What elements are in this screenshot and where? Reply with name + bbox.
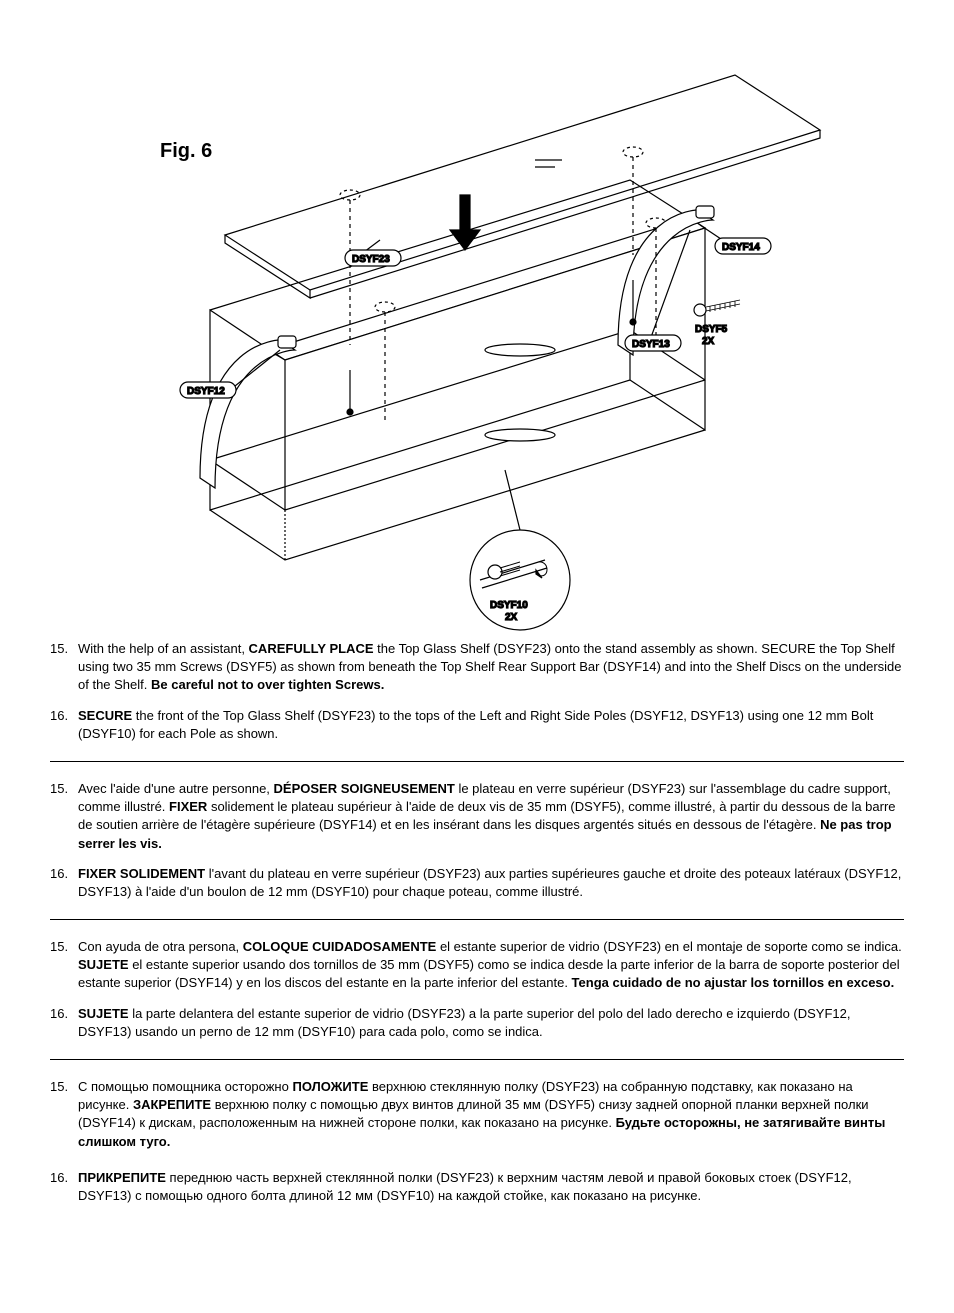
step-15-en: 15. With the help of an assistant, CAREF…: [50, 640, 904, 695]
svg-text:DSYF23: DSYF23: [352, 254, 390, 265]
instructions-en: 15. With the help of an assistant, CAREF…: [50, 640, 904, 743]
divider: [50, 1059, 904, 1060]
svg-text:DSYF12: DSYF12: [187, 386, 225, 397]
step-15-fr: 15. Avec l'aide d'une autre personne, DÉ…: [50, 780, 904, 853]
instructions-fr: 15. Avec l'aide d'une autre personne, DÉ…: [50, 780, 904, 901]
step-16-es: 16. SUJETE la parte delantera del estant…: [50, 1005, 904, 1041]
svg-text:DSYF13: DSYF13: [632, 339, 670, 350]
step-16-fr: 16. FIXER SOLIDEMENT l'avant du plateau …: [50, 865, 904, 901]
assembly-diagram: DSYF10 2X DSYF5 2X DSYF23 DSYF14: [50, 40, 904, 640]
step-15-es: 15. Con ayuda de otra persona, COLOQUE C…: [50, 938, 904, 993]
svg-text:DSYF5: DSYF5: [695, 324, 728, 335]
divider: [50, 761, 904, 762]
instructions-es: 15. Con ayuda de otra persona, COLOQUE C…: [50, 938, 904, 1041]
figure-6: Fig. 6: [50, 40, 904, 640]
svg-text:DSYF14: DSYF14: [722, 242, 760, 253]
svg-text:DSYF10: DSYF10: [490, 600, 528, 611]
svg-text:2X: 2X: [505, 612, 518, 623]
divider: [50, 919, 904, 920]
instructions-ru: 15. С помощью помощника осторожно ПОЛОЖИ…: [50, 1078, 904, 1205]
svg-text:2X: 2X: [702, 336, 715, 347]
step-15-ru: 15. С помощью помощника осторожно ПОЛОЖИ…: [50, 1078, 904, 1151]
step-16-en: 16. SECURE the front of the Top Glass Sh…: [50, 707, 904, 743]
step-16-ru: 16. ПРИКРЕПИТЕ переднюю часть верхней ст…: [50, 1169, 904, 1205]
